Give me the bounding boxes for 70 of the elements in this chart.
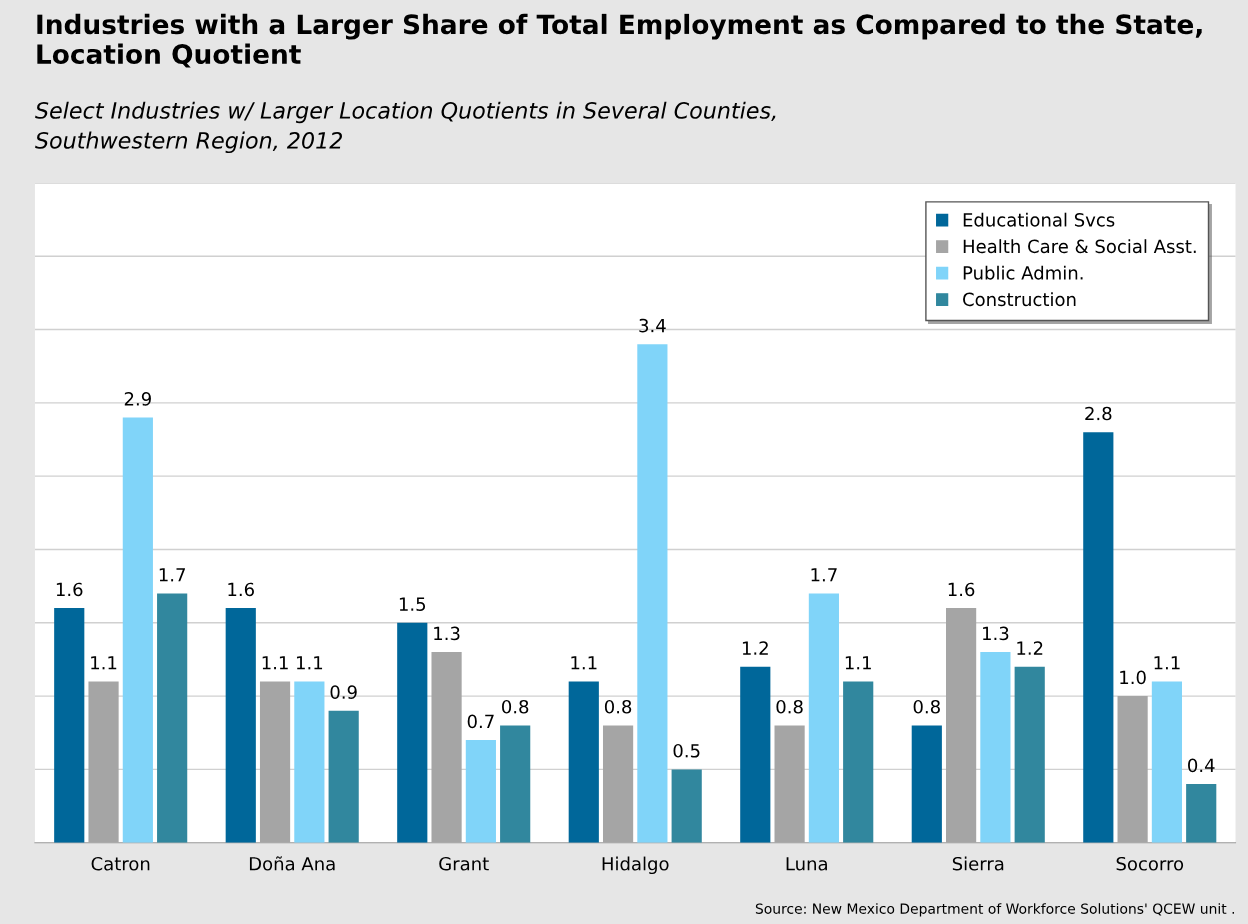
x-tick-label: Doña Ana	[249, 856, 335, 871]
x-tick-label: Sierra	[952, 856, 1004, 871]
data-label: 1.2	[742, 641, 768, 655]
x-tick-label: Catron	[91, 856, 150, 871]
data-label: 1.1	[1154, 656, 1180, 670]
bar	[88, 681, 119, 843]
data-label: 1.6	[948, 582, 975, 597]
x-tick-label: Socorro	[1116, 856, 1184, 871]
data-label: 1.6	[228, 582, 254, 597]
data-label: 0.8	[776, 699, 803, 714]
source-note: Source: New Mexico Department of Workforce Solutions' QCEW unit .	[755, 903, 1235, 917]
bar	[911, 725, 942, 843]
bar	[294, 681, 325, 843]
bar	[122, 417, 153, 843]
data-label: 1.7	[811, 568, 837, 582]
bar	[843, 681, 874, 843]
data-label: 1.1	[571, 656, 597, 670]
bar	[431, 652, 462, 843]
bar	[740, 666, 771, 843]
legend-label: Public Admin.	[963, 265, 1083, 280]
data-label: 1.0	[1120, 670, 1146, 685]
legend-label: Construction	[963, 292, 1076, 307]
data-label: 1.6	[56, 582, 83, 597]
x-tick-label: Luna	[786, 857, 827, 871]
data-label: 1.1	[296, 656, 323, 670]
x-tick-label: Hidalgo	[602, 856, 669, 875]
bar	[328, 710, 359, 843]
bar	[1151, 681, 1183, 843]
data-label: 1.1	[262, 656, 288, 670]
bar	[1117, 696, 1148, 843]
bar	[465, 740, 496, 843]
data-label: 1.1	[845, 656, 871, 670]
x-tick-label: Grant	[439, 856, 489, 871]
legend-label: Educational Svcs	[963, 212, 1115, 227]
data-label: 1.1	[91, 656, 117, 670]
data-label: 2.8	[1085, 406, 1112, 421]
data-label: 1.3	[434, 626, 460, 641]
data-label: 0.8	[913, 699, 940, 714]
data-label: 2.9	[124, 392, 151, 406]
bar	[602, 725, 634, 843]
data-label: 0.5	[673, 743, 700, 758]
chart-subtitle: Select Industries w/ Larger Location Quotients in Several Counties, Southwestern Region, 2012	[35, 101, 776, 154]
bar	[671, 769, 702, 843]
bar	[397, 622, 428, 843]
bar	[259, 681, 291, 843]
bar	[157, 593, 188, 843]
data-label: 0.8	[604, 699, 632, 714]
chart-title: Industries with a Larger Share of Total Employment as Compared to the State, Location Quotient	[37, 13, 1202, 68]
bar	[637, 344, 668, 843]
legend-label: Health Care & Social Asst.	[963, 239, 1196, 254]
bar	[1186, 784, 1217, 843]
bar	[774, 725, 805, 843]
bar	[946, 608, 977, 843]
bar	[1014, 666, 1045, 843]
bar	[54, 608, 85, 843]
data-label: 1.2	[1017, 641, 1043, 655]
bar	[1083, 432, 1114, 843]
data-label: 0.4	[1188, 758, 1215, 773]
data-label: 0.9	[330, 685, 357, 699]
data-label: 1.7	[159, 568, 185, 582]
bar	[500, 725, 531, 843]
bar	[568, 681, 599, 843]
bar	[980, 652, 1011, 843]
bar	[225, 608, 256, 843]
data-label: 1.3	[983, 626, 1009, 641]
data-label: 3.4	[639, 318, 666, 333]
bar	[808, 593, 839, 843]
data-label: 0.7	[467, 714, 494, 729]
data-label: 0.8	[502, 699, 529, 714]
data-label: 1.5	[399, 597, 426, 611]
